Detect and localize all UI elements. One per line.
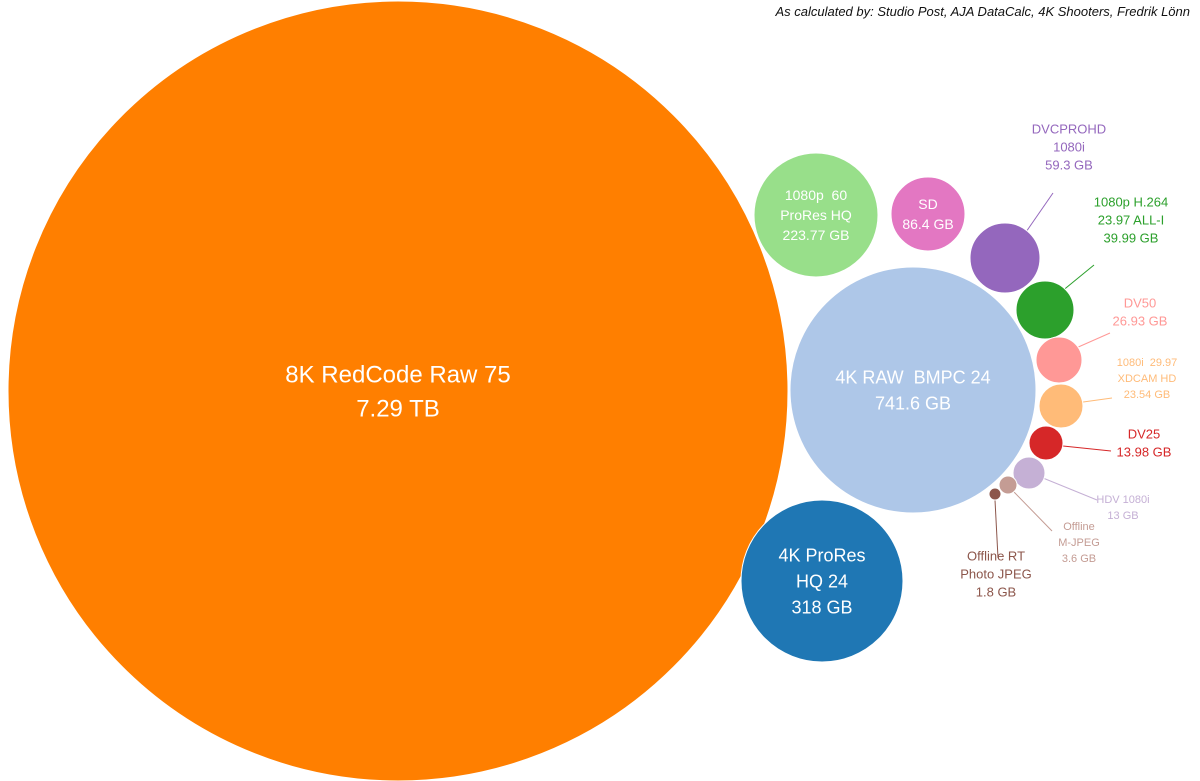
bubble-name: 23.97 ALL-I xyxy=(1098,213,1165,228)
bubble-label-1080p-h264: 1080p H.264 23.97 ALL-I 39.99 GB xyxy=(1094,195,1168,246)
bubble-name: 1080i xyxy=(1053,140,1085,155)
bubble-name: DV50 xyxy=(1124,296,1157,311)
bubble-name: Offline xyxy=(1063,521,1095,533)
leader-line-1080p-h264 xyxy=(1060,264,1095,293)
leader-lines xyxy=(994,192,1113,559)
bubble-1080p-h264 xyxy=(1015,280,1075,340)
bubble-8k-redcode xyxy=(7,0,789,781)
bubble-label-offline-mjpeg: Offline M-JPEG 3.6 GB xyxy=(1058,521,1100,565)
bubble-label-dv50: DV50 26.93 GB xyxy=(1113,296,1168,329)
bubble-name: 1080p H.264 xyxy=(1094,195,1168,210)
bubble-value: 23.54 GB xyxy=(1124,389,1170,401)
bubble-label-hdv-1080i: HDV 1080i 13 GB xyxy=(1096,494,1149,522)
bubble-value: 26.93 GB xyxy=(1113,314,1168,329)
bubble-label-4k-prores-hq: 4K ProRes HQ 24 318 GB xyxy=(778,545,865,617)
bubble-name: 1080i 29.97 xyxy=(1117,357,1178,369)
bubble-label-offline-rt-photojpeg: Offline RT Photo JPEG 1.8 GB xyxy=(960,549,1032,600)
bubble-value: 223.77 GB xyxy=(783,227,850,243)
bubble-label-8k-redcode: 8K RedCode Raw 75 7.29 TB xyxy=(285,362,510,423)
bubble-name: DVCPROHD xyxy=(1032,122,1106,137)
bubble-value: 59.3 GB xyxy=(1045,158,1093,173)
bubble-sd xyxy=(890,176,966,252)
bubble-name: M-JPEG xyxy=(1058,537,1100,549)
leader-line-dvcprohd xyxy=(1025,192,1054,233)
bubble-name: Offline RT xyxy=(967,549,1025,564)
bubble-value: 1.8 GB xyxy=(976,585,1016,600)
bubble-label-sd: SD 86.4 GB xyxy=(902,196,953,232)
bubble-label-dv25: DV25 13.98 GB xyxy=(1117,427,1172,460)
bubble-label-xdcam-hd: 1080i 29.97 XDCAM HD 23.54 GB xyxy=(1117,357,1178,401)
bubble-value: 318 GB xyxy=(791,597,852,617)
bubble-label-dvcprohd: DVCPROHD 1080i 59.3 GB xyxy=(1032,122,1106,173)
bubble-label-4k-raw-bmpc: 4K RAW BMPC 24 741.6 GB xyxy=(835,367,990,413)
bubble-xdcam-hd xyxy=(1038,383,1084,429)
bubble-name: DV25 xyxy=(1128,427,1161,442)
bubble-4k-raw-bmpc xyxy=(789,266,1037,514)
bubble-label-1080p60-prores: 1080p 60 ProRes HQ 223.77 GB xyxy=(780,187,852,243)
bubble-name: 4K RAW BMPC 24 xyxy=(835,367,990,387)
bubbles xyxy=(7,0,1084,781)
bubble-value: 39.99 GB xyxy=(1104,231,1159,246)
bubble-dv25 xyxy=(1028,425,1064,461)
bubble-hdv-1080i xyxy=(1012,456,1046,490)
leader-line-offline-mjpeg xyxy=(1013,491,1053,532)
bubble-value: 13 GB xyxy=(1107,510,1138,522)
leader-line-hdv-1080i xyxy=(1042,477,1098,501)
bubble-name: SD xyxy=(918,196,937,212)
bubble-value: 741.6 GB xyxy=(875,393,951,413)
bubble-value: 13.98 GB xyxy=(1117,445,1172,460)
bubble-name: XDCAM HD xyxy=(1118,373,1177,385)
bubble-1080p60-prores xyxy=(753,152,879,278)
bubble-name: Photo JPEG xyxy=(960,567,1032,582)
bubble-dv50 xyxy=(1035,336,1083,384)
leader-line-offline-rt-photojpeg xyxy=(994,499,999,559)
bubble-4k-prores-hq xyxy=(740,499,904,663)
bubble-value: 7.29 TB xyxy=(356,396,440,423)
bubble-name: 4K ProRes xyxy=(778,545,865,565)
bubble-dvcprohd xyxy=(969,222,1041,294)
bubble-name: 8K RedCode Raw 75 xyxy=(285,362,510,389)
source-note: As calculated by: Studio Post, AJA DataC… xyxy=(775,4,1190,19)
bubble-name: ProRes HQ xyxy=(780,207,852,223)
bubble-value: 86.4 GB xyxy=(902,216,953,232)
bubble-offline-mjpeg xyxy=(998,475,1018,495)
bubble-labels: 8K RedCode Raw 75 7.29 TB 4K RAW BMPC 24 74… xyxy=(285,122,1177,618)
leader-line-dv25 xyxy=(1062,445,1112,452)
bubble-name: HQ 24 xyxy=(796,571,848,591)
bubble-name: 1080p 60 xyxy=(785,187,847,203)
bubble-name: HDV 1080i xyxy=(1096,494,1149,506)
bubble-value: 3.6 GB xyxy=(1062,553,1096,565)
bubble-offline-rt-photojpeg xyxy=(988,487,1002,501)
